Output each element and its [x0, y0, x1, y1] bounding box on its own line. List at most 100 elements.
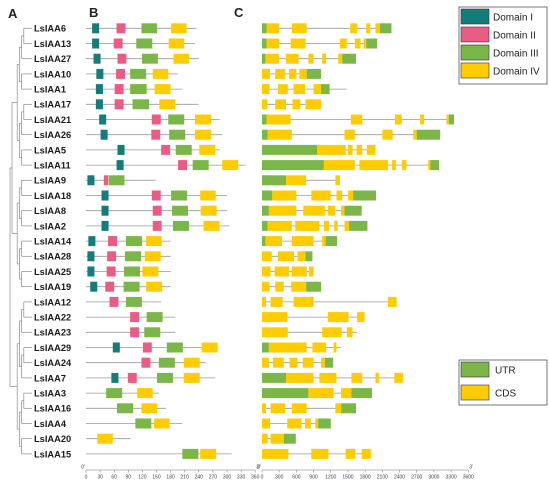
protein-domain: [117, 144, 125, 155]
cds-segment: [262, 418, 271, 429]
domain-iii-label: Domain III: [493, 49, 539, 60]
utr-segment: [306, 281, 322, 292]
cds-segment: [335, 175, 340, 186]
cds-segment: [295, 220, 320, 231]
protein-domain: [125, 236, 142, 247]
protein-domain: [195, 129, 212, 140]
cds-segment: [446, 114, 449, 125]
gene-label: LsIAA6: [34, 24, 66, 34]
utr-swatch: [460, 361, 490, 378]
protein-domain: [92, 38, 100, 49]
protein-domain: [87, 266, 95, 277]
protein-domain: [159, 99, 176, 110]
cds-segment: [275, 68, 285, 79]
protein-domain: [154, 84, 171, 95]
protein-axis-tick-label: 60: [111, 475, 117, 481]
protein-domain: [200, 205, 217, 216]
protein-domain: [107, 251, 117, 262]
protein-domain: [146, 281, 163, 292]
cds-segment: [287, 418, 302, 429]
protein-domain: [106, 388, 123, 399]
domain-i-label: Domain I: [493, 13, 533, 24]
cds-segment: [366, 144, 376, 155]
cds-segment: [267, 220, 292, 231]
gene-label: LsIAA7: [34, 373, 66, 383]
cds-segment: [311, 448, 329, 459]
protein-domain: [175, 144, 192, 155]
cds-segment: [351, 372, 363, 383]
cds-segment: [262, 266, 271, 277]
cds-swatch: [460, 384, 490, 401]
protein-domain: [182, 448, 199, 459]
protein-domain: [141, 53, 158, 64]
protein-domain: [88, 236, 96, 247]
protein-domain: [111, 372, 119, 383]
protein-domain: [171, 190, 188, 201]
protein-domain-panel: [86, 23, 246, 459]
utr-segment: [380, 23, 392, 34]
cds-segment: [388, 296, 397, 307]
cds-segment: [323, 220, 330, 231]
gene-label: LsIAA25: [34, 267, 71, 277]
protein-domain: [152, 205, 162, 216]
cds-segment: [291, 266, 307, 277]
utr-segment: [262, 220, 268, 231]
protein-domain: [166, 342, 183, 353]
gene-label: LsIAA18: [34, 191, 71, 201]
gene-label: LsIAA19: [34, 282, 71, 292]
gene-label: LsIAA3: [34, 389, 66, 399]
cds-segment: [291, 281, 307, 292]
protein-domain: [200, 448, 217, 459]
protein-axis-tick-label: 330: [237, 475, 246, 481]
protein-axis-tick-label: 210: [181, 475, 190, 481]
protein-domain: [172, 205, 188, 216]
panel-a-letter: A: [8, 6, 18, 21]
utr-segment: [262, 38, 267, 49]
gene-label: LsIAA11: [34, 161, 71, 171]
cds-segment: [262, 281, 270, 292]
protein-axis-end-right: 3': [256, 465, 260, 471]
utr-segment: [262, 53, 266, 64]
protein-axis-tick-label: 180: [166, 475, 175, 481]
protein-domain: [125, 251, 141, 262]
gene-axis-tick-label: 0: [261, 475, 264, 481]
gene-label: LsIAA2: [34, 221, 66, 231]
utr-segment: [430, 160, 440, 171]
cds-segment: [268, 205, 297, 216]
cds-segment: [291, 403, 307, 414]
utr-segment: [306, 68, 322, 79]
gene-label: LsIAA8: [34, 206, 66, 216]
cds-segment: [262, 433, 268, 444]
domain-iv-swatch: [460, 62, 490, 79]
cds-segment: [347, 144, 353, 155]
utr-segment: [262, 205, 269, 216]
cds-segment: [270, 433, 284, 444]
protein-domain: [109, 296, 119, 307]
protein-length-axis: 0 30 60 90 120 150 180 210 240 270 300 330 3600' 3': [81, 465, 260, 481]
cds-segment: [313, 84, 322, 95]
cds-segment: [394, 114, 402, 125]
cds-segment: [344, 220, 350, 231]
panel-c-letter: C: [234, 5, 244, 20]
cds-segment: [262, 357, 269, 368]
cds-segment: [308, 388, 334, 399]
cds-segment: [356, 144, 363, 155]
cds-segment: [262, 99, 268, 110]
cds-segment: [322, 327, 342, 338]
cds-segment: [333, 342, 337, 353]
utr-segment: [262, 236, 266, 247]
cds-segment: [278, 251, 295, 262]
cds-segment: [288, 68, 297, 79]
gene-axis-tick-label: 2700: [411, 475, 422, 481]
gene-label: LsIAA9: [34, 176, 66, 186]
protein-axis-tick-label: 0: [85, 475, 88, 481]
utr-segment: [325, 236, 338, 247]
utr-segment: [342, 53, 356, 64]
cds-segment: [336, 190, 343, 201]
protein-domain: [201, 342, 218, 353]
protein-domain: [183, 357, 200, 368]
cds-segment: [312, 342, 327, 353]
gene-structure-panel: [262, 23, 454, 459]
protein-domain: [108, 236, 118, 247]
utr-segment: [262, 144, 318, 155]
